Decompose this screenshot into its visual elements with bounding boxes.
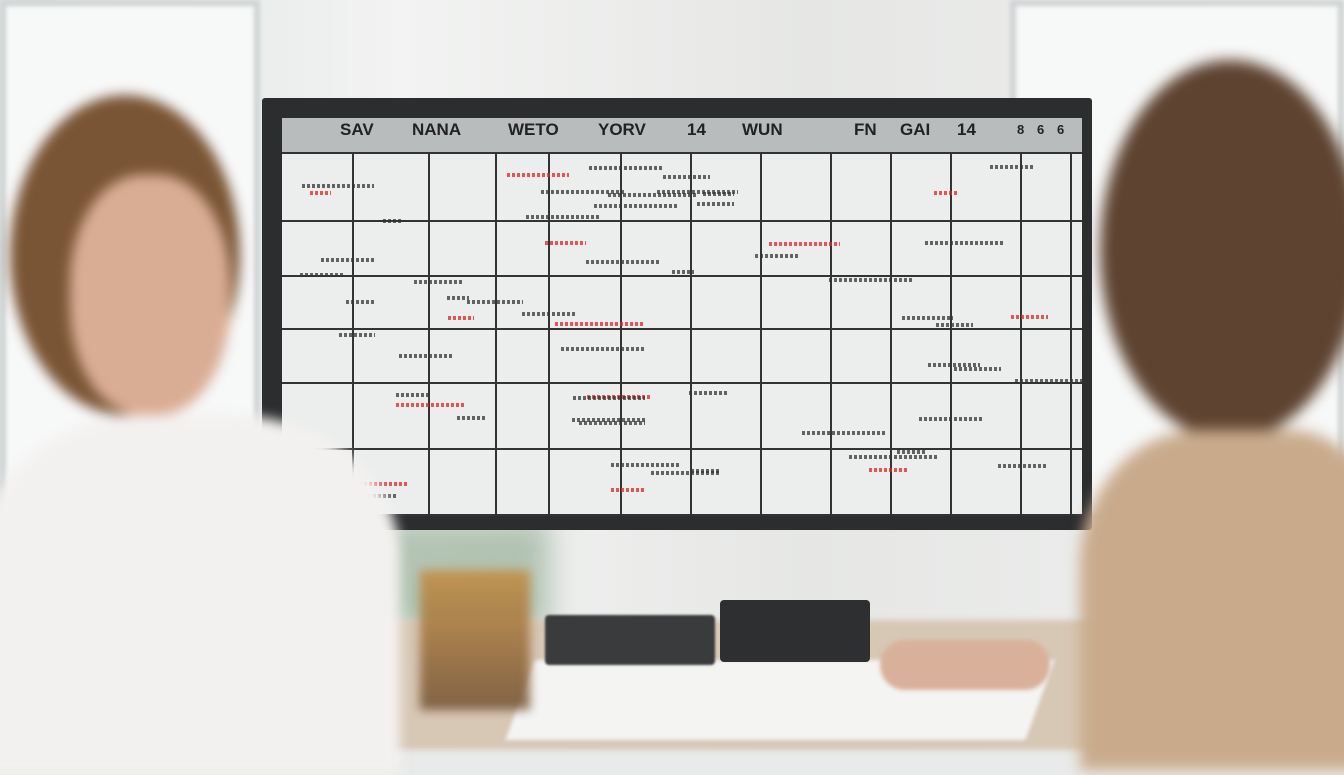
header-word: 6 [1057, 122, 1065, 137]
handwritten-note [571, 418, 647, 423]
handwritten-note [610, 487, 644, 492]
handwritten-note [309, 190, 332, 195]
stapler [545, 615, 715, 665]
handwritten-note [396, 393, 428, 398]
handwritten-note [802, 430, 887, 435]
grid-line [548, 152, 550, 516]
handwritten-note [338, 332, 376, 337]
grid-line [282, 448, 1082, 450]
grid-line [282, 328, 1082, 330]
handwritten-note [754, 254, 801, 259]
header-word: NANA [412, 120, 462, 139]
header-word: 6 [1037, 122, 1045, 137]
grid-line [690, 152, 692, 516]
header-word: 14 [687, 120, 706, 139]
handwritten-note [555, 321, 645, 326]
handwritten-note [696, 202, 735, 207]
handwritten-note [849, 454, 938, 459]
handwritten-note [662, 174, 710, 179]
header-word: FN [854, 120, 877, 139]
handwritten-note [997, 464, 1047, 469]
handwritten-note [689, 391, 729, 396]
handwritten-note [526, 215, 601, 220]
desk-organizer [720, 600, 870, 662]
handwritten-note [398, 353, 453, 358]
handwritten-note [588, 165, 662, 170]
handwritten-note [541, 190, 626, 195]
handwritten-note [691, 469, 719, 474]
handwritten-note [828, 277, 914, 282]
header-word: SAV [340, 120, 374, 139]
grid-line [620, 152, 622, 516]
handwritten-note [610, 463, 682, 468]
handwritten-note [933, 191, 959, 196]
handwritten-note [868, 467, 908, 472]
handwritten-note [457, 415, 487, 420]
handwritten-note [561, 346, 645, 351]
grid-line [428, 152, 430, 516]
handwritten-note [896, 449, 927, 454]
grid-line [890, 152, 892, 516]
handwritten-note [586, 259, 661, 264]
person-right [1080, 40, 1344, 770]
grid-line [282, 514, 1082, 516]
handwritten-note [672, 270, 694, 275]
handwritten-note [320, 258, 375, 263]
pen-holder [420, 570, 530, 710]
header-word: 8 [1017, 122, 1025, 137]
handwritten-note [506, 173, 569, 178]
handwritten-note [383, 218, 404, 223]
grid-line [1070, 152, 1072, 516]
calendar-header: SAV NANA WETO YORV 14 WUN FN GAI 14 8 6 … [282, 118, 1082, 152]
handwritten-note [545, 241, 586, 246]
grid-line [1020, 152, 1022, 516]
handwritten-note [396, 403, 466, 408]
handwritten-note [345, 300, 374, 305]
handwritten-note [593, 203, 677, 208]
handwritten-note [902, 316, 954, 321]
header-word: GAI [900, 120, 931, 139]
handwritten-note [925, 241, 1004, 246]
handwritten-note [953, 366, 1002, 371]
grid-line [950, 152, 952, 516]
hand [880, 640, 1050, 690]
handwritten-note [447, 295, 470, 300]
grid-line [282, 152, 1082, 154]
person-left [0, 95, 400, 775]
header-word: WUN [742, 120, 783, 139]
handwritten-note [573, 396, 645, 401]
handwritten-note [579, 421, 645, 426]
header-word: WETO [508, 120, 559, 139]
handwritten-note [918, 417, 984, 422]
handwritten-note [608, 193, 698, 198]
grid-line [282, 220, 1082, 222]
handwritten-note [302, 183, 375, 188]
handwritten-note [414, 280, 464, 285]
grid-line [760, 152, 762, 516]
grid-line [282, 382, 1082, 384]
calendar-screen: SAV NANA WETO YORV 14 WUN FN GAI 14 8 6 … [282, 118, 1082, 516]
grid-line [830, 152, 832, 516]
handwritten-note [1014, 378, 1082, 383]
handwritten-note [936, 323, 973, 328]
handwritten-note [768, 242, 841, 247]
handwritten-note [656, 189, 739, 194]
handwritten-note [702, 191, 735, 196]
handwritten-note [651, 471, 719, 476]
handwritten-note [299, 273, 345, 278]
handwritten-note [989, 165, 1035, 170]
monitor: SAV NANA WETO YORV 14 WUN FN GAI 14 8 6 … [262, 98, 1092, 530]
grid-line [282, 275, 1082, 277]
handwritten-note [927, 362, 981, 367]
handwritten-note [447, 316, 474, 321]
handwritten-note [467, 299, 524, 304]
handwritten-note [1011, 314, 1048, 319]
header-word: 14 [957, 120, 976, 139]
handwritten-note [522, 312, 578, 316]
header-word: YORV [598, 120, 646, 139]
grid-line [495, 152, 497, 516]
